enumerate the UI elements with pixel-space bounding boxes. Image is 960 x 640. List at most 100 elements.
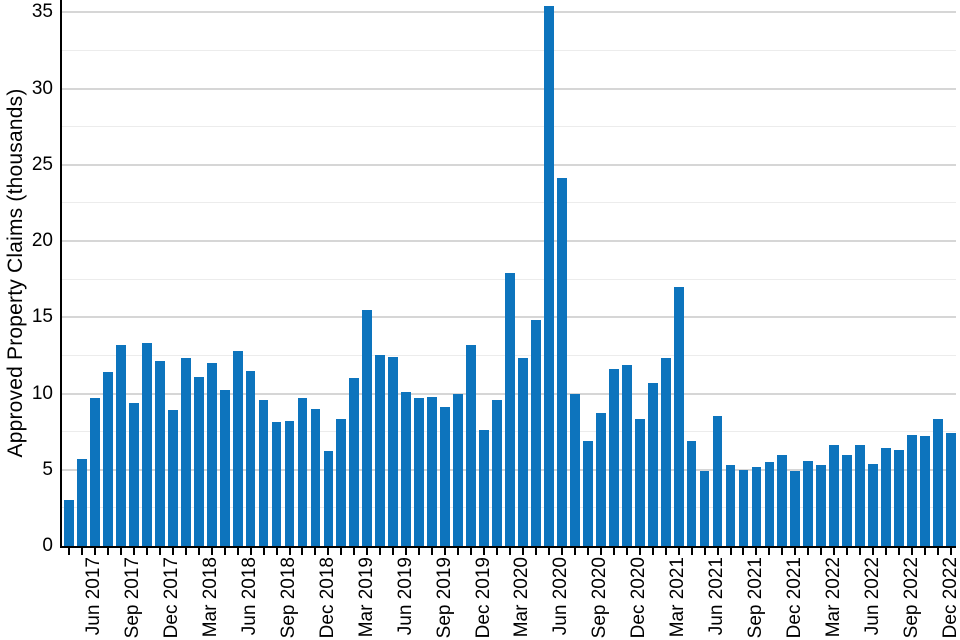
y-tick-label: 20 [31,230,53,251]
bar [556,178,567,546]
x-tick-label: Sep 2019 [433,557,455,639]
bar [582,440,593,546]
x-tick [547,548,550,555]
x-tick [457,548,460,555]
x-tick [418,548,421,555]
x-tick [755,548,758,555]
x-tick [249,548,252,555]
x-tick [573,548,576,555]
bar [206,363,217,546]
x-tick [366,548,369,555]
x-tick [223,548,226,555]
bar [362,309,373,546]
x-tick [560,548,563,555]
x-tick [781,548,784,555]
bar [933,419,943,546]
y-tick-label: 0 [42,535,53,556]
bar [154,361,165,546]
x-tick [729,548,732,555]
bar [219,390,230,546]
bar [881,448,892,546]
x-tick [521,548,524,555]
bar [245,370,256,546]
bar [310,408,321,546]
bar [258,399,269,546]
minor-gridline [61,49,956,51]
x-tick-label: Sep 2021 [744,557,766,639]
y-tick-label: 25 [31,153,53,175]
x-tick-label: Mar 2018 [200,557,222,638]
x-tick [314,548,317,555]
x-tick [496,548,499,555]
x-tick [132,548,135,555]
minor-gridline [61,202,956,204]
x-tick [651,548,654,555]
x-tick [924,548,927,555]
bar [751,466,762,546]
bar [115,344,126,546]
bar [894,449,904,546]
x-tick-label: Mar 2022 [822,557,844,638]
x-tick [327,548,330,555]
bar [790,471,801,546]
x-tick [353,548,356,555]
x-tick [664,548,667,555]
x-tick [119,548,122,555]
x-tick-label: Dec 2019 [472,557,494,639]
bar [647,382,658,546]
x-tick-label: Sep 2020 [589,557,611,639]
x-tick-label: Mar 2019 [355,557,377,638]
x-tick [483,548,486,555]
x-tick-label: Dec 2021 [783,557,805,639]
bar [193,376,204,546]
x-tick-label: Jun 2018 [239,557,261,636]
bar [673,286,684,546]
x-tick-label: Mar 2021 [667,557,689,638]
bar [829,445,840,546]
x-tick [340,548,343,555]
x-tick [262,548,265,555]
bar [77,459,87,546]
x-tick-label: Jun 2020 [550,557,572,636]
bar [816,465,827,546]
bar [544,6,554,546]
bar [466,344,476,546]
x-tick [833,548,836,555]
bar [90,398,100,546]
x-tick-label: Sep 2017 [122,557,144,639]
x-tick [638,548,641,555]
bar [141,343,152,546]
bar [414,398,425,546]
x-tick [509,548,511,555]
x-tick [937,548,940,555]
bar [621,364,632,546]
bar [167,410,178,546]
bar [764,462,775,546]
x-tick-label: Dec 2017 [161,557,183,639]
y-axis-line [59,0,62,548]
x-tick [197,548,200,555]
bar [569,393,580,546]
x-tick [145,548,148,555]
bar [686,440,697,546]
bar [64,500,74,546]
x-tick [68,548,70,555]
bar [725,465,736,546]
x-tick [872,548,875,555]
bar [595,413,606,546]
bar [427,396,438,546]
x-tick [470,548,473,555]
x-tick [93,548,96,555]
x-tick [950,548,952,555]
x-tick [625,548,628,555]
bar [388,356,399,546]
x-tick [911,548,914,555]
x-tick [288,548,291,555]
bar [271,422,282,546]
major-gridline [61,240,956,242]
bar [738,469,749,546]
bar [699,471,710,546]
x-tick [742,548,745,555]
x-tick [703,548,706,555]
